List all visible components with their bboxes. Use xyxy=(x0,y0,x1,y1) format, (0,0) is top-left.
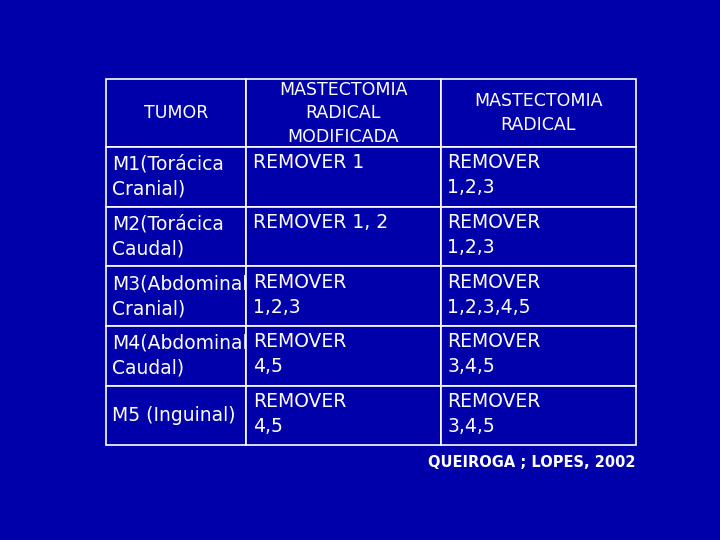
Bar xyxy=(246,326,441,386)
Text: REMOVER
3,4,5: REMOVER 3,4,5 xyxy=(447,392,541,436)
Bar xyxy=(246,79,441,147)
Bar xyxy=(106,326,246,386)
Bar xyxy=(246,147,441,207)
Text: M1(Torácica
Cranial): M1(Torácica Cranial) xyxy=(112,155,224,199)
Bar xyxy=(441,207,636,266)
Bar xyxy=(106,207,246,266)
Bar xyxy=(441,147,636,207)
Bar xyxy=(441,266,636,326)
Bar xyxy=(106,79,246,147)
Text: MASTECTOMIA
RADICAL
MODIFICADA: MASTECTOMIA RADICAL MODIFICADA xyxy=(279,80,408,146)
Text: REMOVER 1: REMOVER 1 xyxy=(253,153,364,172)
Text: REMOVER
1,2,3: REMOVER 1,2,3 xyxy=(253,273,346,316)
Text: REMOVER
4,5: REMOVER 4,5 xyxy=(253,332,346,376)
Text: TUMOR: TUMOR xyxy=(144,104,208,122)
Text: M4(Abdominal
Caudal): M4(Abdominal Caudal) xyxy=(112,334,248,378)
Text: QUEIROGA ; LOPES, 2002: QUEIROGA ; LOPES, 2002 xyxy=(428,455,636,470)
Bar xyxy=(246,207,441,266)
Text: REMOVER 1, 2: REMOVER 1, 2 xyxy=(253,213,388,232)
Text: REMOVER
1,2,3: REMOVER 1,2,3 xyxy=(447,213,541,257)
Text: M5 (Inguinal): M5 (Inguinal) xyxy=(112,406,236,425)
Text: REMOVER
4,5: REMOVER 4,5 xyxy=(253,392,346,436)
Bar xyxy=(246,386,441,446)
Text: M3(Abdominal
Cranial): M3(Abdominal Cranial) xyxy=(112,274,248,318)
Bar xyxy=(441,386,636,446)
Text: REMOVER
1,2,3: REMOVER 1,2,3 xyxy=(447,153,541,197)
Bar xyxy=(441,326,636,386)
Bar xyxy=(441,79,636,147)
Text: REMOVER
1,2,3,4,5: REMOVER 1,2,3,4,5 xyxy=(447,273,541,316)
Text: M2(Torácica
Caudal): M2(Torácica Caudal) xyxy=(112,214,224,259)
Bar xyxy=(106,386,246,446)
Bar xyxy=(246,266,441,326)
Text: MASTECTOMIA
RADICAL: MASTECTOMIA RADICAL xyxy=(474,92,603,134)
Text: REMOVER
3,4,5: REMOVER 3,4,5 xyxy=(447,332,541,376)
Bar xyxy=(106,147,246,207)
Bar xyxy=(106,266,246,326)
